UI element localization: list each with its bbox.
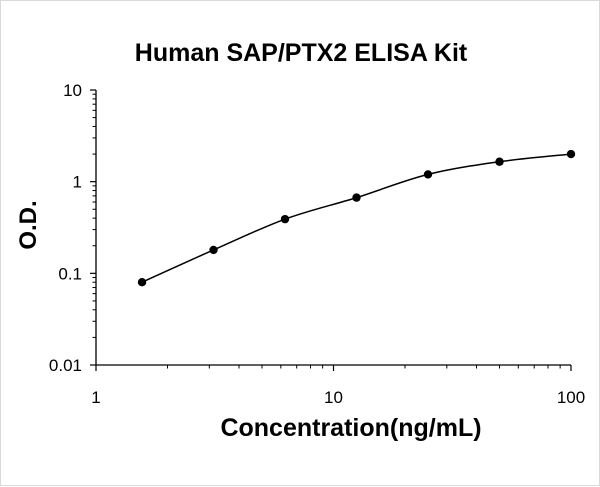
data-point: [209, 245, 218, 255]
data-point: [137, 278, 147, 287]
y-tick-label: 10: [63, 81, 82, 100]
data-point: [495, 157, 504, 166]
y-tick-label: 1: [73, 173, 82, 192]
x-axis-label: Concentration(ng/mL): [220, 414, 482, 442]
axes-group: 0.01 0.1 1 10 1 10 100: [49, 81, 585, 407]
fit-curve-group: [141, 153, 572, 283]
data-point: [566, 149, 576, 159]
y-tick-label: 0.1: [58, 264, 82, 283]
x-tick-label: 1: [91, 388, 100, 407]
y-axis-label: O.D.: [15, 200, 42, 250]
fit-curve-line: [141, 153, 572, 283]
data-point: [352, 193, 361, 202]
x-tick-label: 10: [324, 388, 343, 407]
y-tick-label: 0.01: [49, 356, 82, 375]
data-points-group: [137, 149, 576, 287]
data-point: [423, 170, 433, 179]
data-point: [280, 214, 290, 224]
x-tick-label: 100: [557, 388, 585, 407]
chart-title: Human SAP/PTX2 ELISA Kit: [134, 39, 468, 67]
